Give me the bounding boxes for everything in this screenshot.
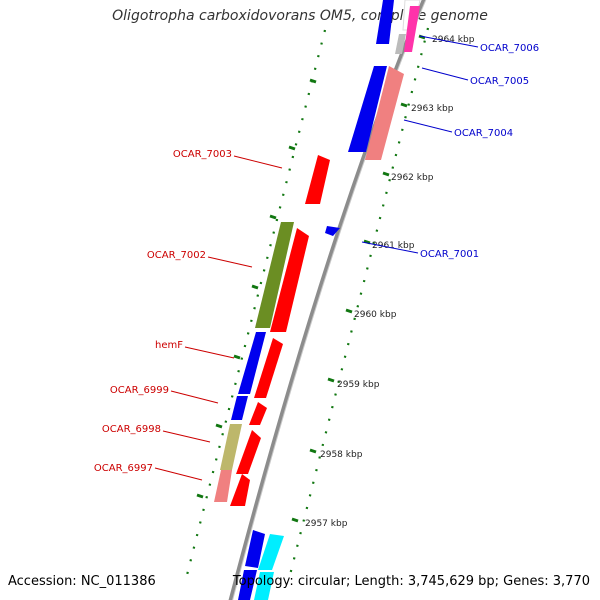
right-dotted-guide — [288, 27, 430, 576]
gene-block — [258, 534, 284, 570]
gene-block — [245, 530, 265, 568]
gene-block — [376, 0, 394, 44]
gene-block — [270, 228, 309, 332]
gene-label-right: OCAR_7005 — [470, 76, 529, 87]
forward-genes-top — [325, 0, 421, 236]
left-label-connectors — [154, 155, 283, 481]
gene-label-right: OCAR_7001 — [420, 249, 479, 260]
gene-label-left: OCAR_7003 — [173, 149, 232, 160]
tick-label: 2960 kbp — [354, 310, 397, 320]
genome-summary: Topology: circular; Length: 3,745,629 bp… — [232, 574, 590, 589]
gene-block — [220, 424, 242, 470]
map-title: Oligotropha carboxidovorans OM5, complet… — [112, 8, 488, 24]
gene-block — [395, 34, 406, 54]
gene-block — [404, 6, 420, 52]
gene-block — [325, 226, 340, 236]
gene-block — [214, 470, 232, 502]
gene-block — [238, 332, 266, 394]
tick-label: 2958 kbp — [320, 450, 363, 460]
tick-label: 2961 kbp — [372, 241, 415, 251]
gene-block — [238, 570, 257, 600]
right-label-connectors — [361, 35, 479, 254]
gene-label-left: OCAR_6998 — [102, 424, 161, 435]
gene-label-left: OCAR_7002 — [147, 250, 206, 261]
gene-block — [365, 66, 404, 160]
gene-label-left: OCAR_6999 — [110, 385, 169, 396]
tick-label: 2957 kbp — [305, 519, 348, 529]
gene-label-right: OCAR_7004 — [454, 128, 513, 139]
gene-block — [230, 474, 250, 506]
gene-block — [254, 338, 283, 398]
gene-block — [231, 396, 248, 420]
tick-marks — [291, 34, 426, 523]
forward-genes-bottom — [238, 530, 284, 600]
tick-label: 2959 kbp — [337, 380, 380, 390]
accession-text: Accession: NC_011386 — [8, 574, 156, 589]
gene-block — [249, 402, 267, 425]
gene-block — [348, 66, 387, 152]
gene-block — [254, 572, 274, 600]
tick-label: 2963 kbp — [411, 104, 454, 114]
left-dotted-guide — [185, 29, 327, 576]
tick-label: 2964 kbp — [432, 35, 475, 45]
reverse-genes — [214, 155, 330, 506]
gene-block — [236, 430, 261, 474]
gene-block — [255, 222, 294, 328]
gene-block — [305, 155, 330, 204]
gene-label-left: hemF — [155, 340, 183, 351]
gene-label-right: OCAR_7006 — [480, 43, 539, 54]
tick-label: 2962 kbp — [391, 173, 434, 183]
left-tick-marks — [196, 78, 317, 499]
genome-backbone — [228, 0, 426, 600]
gene-label-left: OCAR_6997 — [94, 463, 153, 474]
